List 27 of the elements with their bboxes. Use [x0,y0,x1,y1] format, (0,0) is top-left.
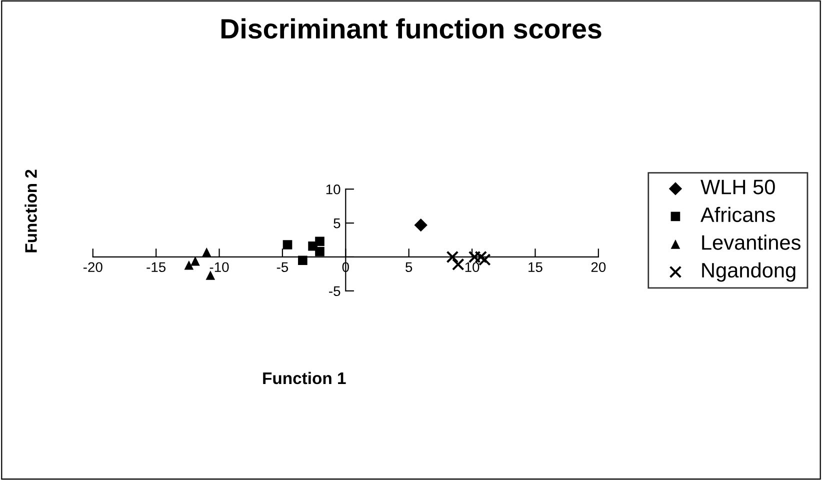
x-tick-label: 15 [528,262,542,272]
x-tick-label: -15 [146,262,166,272]
point [206,270,216,280]
point [452,258,464,271]
point [184,260,194,270]
point [315,246,324,256]
x-tick-label: -5 [276,262,288,272]
x-axis-title: Function 1 [263,372,346,384]
legend-label: Africans [700,206,775,222]
y-tick-label: 5 [334,218,340,228]
y-tick-label: -5 [329,286,340,296]
point [446,250,459,264]
legend-label: Levantines [702,234,800,250]
point [414,218,428,232]
point [190,256,200,266]
x-tick-label: 10 [465,262,480,272]
x-tick-label: 20 [591,262,606,272]
x-tick-label: 5 [406,262,412,272]
x-tick-label: -10 [210,262,229,272]
legend-label: Ngandong [702,262,796,282]
y-tick-label: 10 [326,184,340,194]
x-tick-label: -20 [83,262,102,272]
point [282,240,292,250]
legend-label: WLH 50 [700,180,775,194]
y-axis-title: Function 2 [24,170,37,252]
point [298,256,308,266]
chart-title: Discriminant function scores [221,18,602,39]
